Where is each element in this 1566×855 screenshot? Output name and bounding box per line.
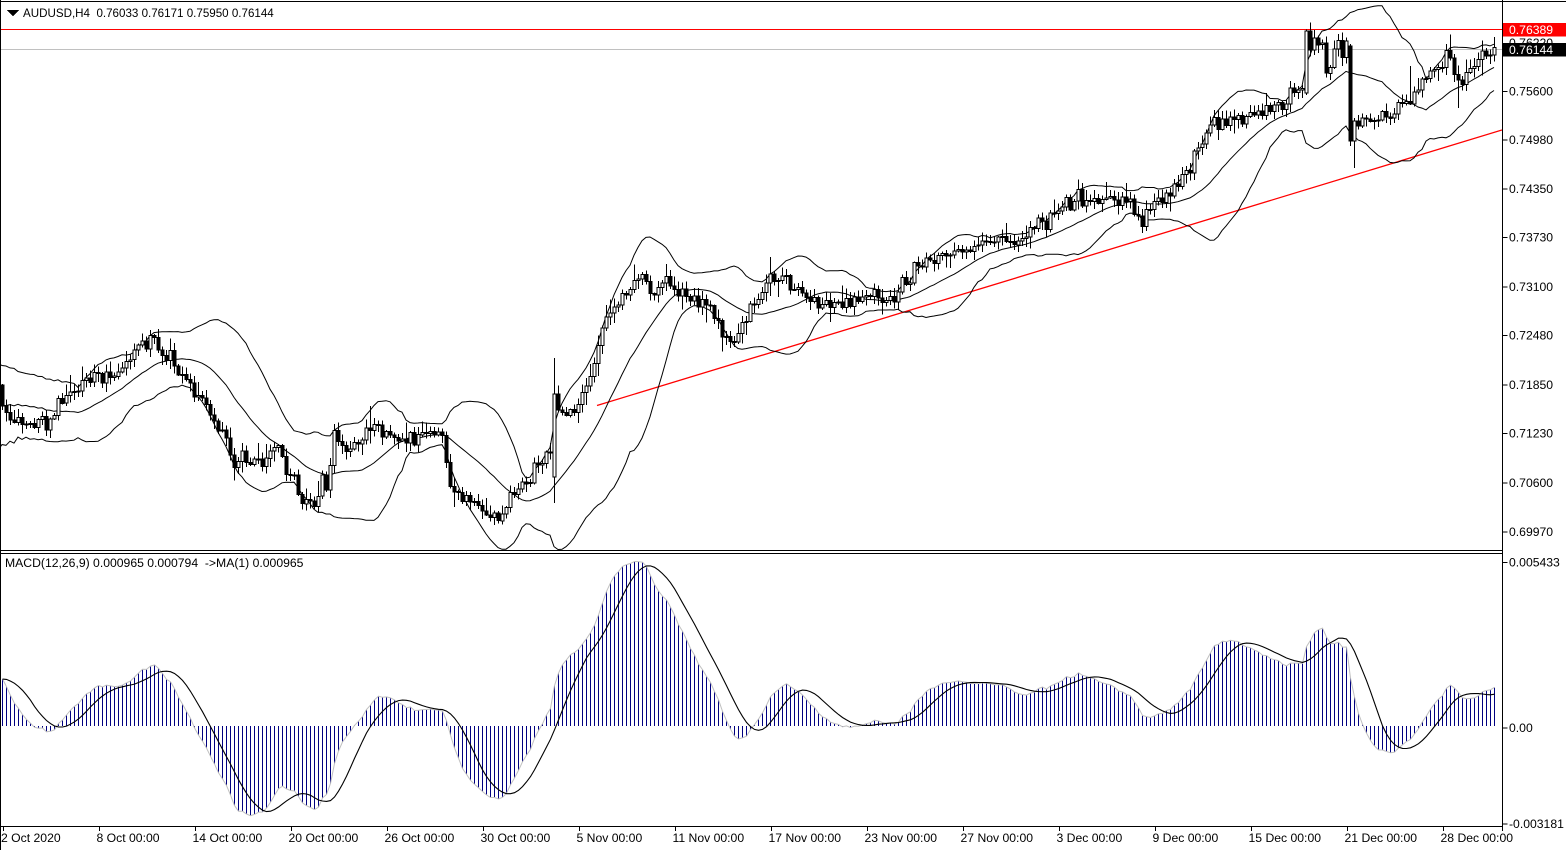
svg-text:14 Oct 00:00: 14 Oct 00:00: [193, 831, 263, 845]
svg-text:23 Nov 00:00: 23 Nov 00:00: [865, 831, 938, 845]
svg-text:5 Nov 00:00: 5 Nov 00:00: [577, 831, 643, 845]
svg-text:27 Nov 00:00: 27 Nov 00:00: [961, 831, 1034, 845]
svg-text:11 Nov 00:00: 11 Nov 00:00: [673, 831, 745, 845]
svg-text:28 Dec 00:00: 28 Dec 00:00: [1441, 831, 1514, 845]
svg-text:20 Oct 00:00: 20 Oct 00:00: [289, 831, 359, 845]
svg-text:0.00: 0.00: [1509, 721, 1533, 735]
svg-text:17 Nov 00:00: 17 Nov 00:00: [769, 831, 842, 845]
svg-text:0.005433: 0.005433: [1509, 555, 1560, 569]
svg-text:0.75600: 0.75600: [1509, 84, 1553, 98]
svg-text:0.76389: 0.76389: [1509, 23, 1553, 37]
svg-text:8 Oct 00:00: 8 Oct 00:00: [97, 831, 160, 845]
svg-text:0.69970: 0.69970: [1509, 525, 1553, 539]
svg-text:0.73730: 0.73730: [1509, 231, 1553, 245]
svg-text:0.74980: 0.74980: [1509, 133, 1553, 147]
svg-text:AUDUSD,H4 0.76033 0.76171 0.7: AUDUSD,H4 0.76033 0.76171 0.75950 0.7614…: [23, 7, 274, 20]
svg-text:-0.003181: -0.003181: [1509, 817, 1564, 831]
svg-text:0.73100: 0.73100: [1509, 280, 1553, 294]
svg-text:3 Dec 00:00: 3 Dec 00:00: [1057, 831, 1123, 845]
svg-text:0.71850: 0.71850: [1509, 378, 1553, 392]
svg-text:0.71230: 0.71230: [1509, 426, 1553, 440]
svg-text:9 Dec 00:00: 9 Dec 00:00: [1153, 831, 1219, 845]
svg-text:26 Oct 00:00: 26 Oct 00:00: [385, 831, 455, 845]
svg-text:MACD(12,26,9) 0.000965 0.00079: MACD(12,26,9) 0.000965 0.000794 ->MA(1) …: [5, 556, 304, 570]
svg-text:15 Dec 00:00: 15 Dec 00:00: [1249, 831, 1322, 845]
svg-text:0.76144: 0.76144: [1509, 43, 1553, 57]
svg-text:0.74350: 0.74350: [1509, 182, 1553, 196]
svg-text:0.70600: 0.70600: [1509, 476, 1553, 490]
svg-text:2 Oct 2020: 2 Oct 2020: [1, 831, 61, 845]
svg-text:0.72480: 0.72480: [1509, 329, 1553, 343]
svg-text:21 Dec 00:00: 21 Dec 00:00: [1345, 831, 1418, 845]
svg-text:30 Oct 00:00: 30 Oct 00:00: [481, 831, 551, 845]
